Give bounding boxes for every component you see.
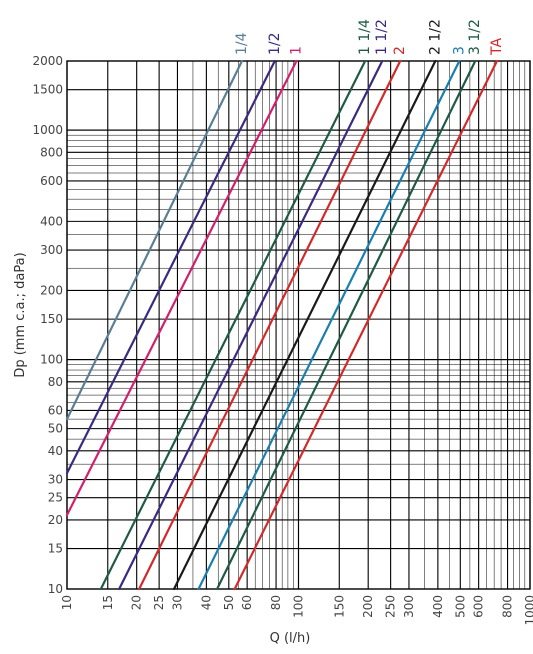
y-tick-label: 15 — [48, 542, 63, 556]
y-tick-label: 400 — [40, 214, 63, 228]
series-labels: 1/4 1/2 1 1 1/4 1 1/2 2 2 1/2 3 3 1/2 TA — [234, 19, 505, 56]
x-tick-label: 800 — [501, 595, 515, 618]
plot-frame — [66, 60, 531, 590]
x-tick-labels: 10 15 20 25 30 40 50 60 80 100 150 200 250 300 400 500 6… — [60, 595, 533, 626]
series-line — [65, 59, 276, 475]
y-tick-label: 60 — [48, 403, 63, 417]
y-tick-label: 20 — [48, 513, 63, 527]
y-tick-label: 800 — [40, 145, 63, 159]
x-tick-label: 100 — [292, 595, 306, 618]
series-label: 2 1/2 — [427, 19, 443, 55]
x-tick-label: 30 — [170, 595, 184, 610]
series-line — [233, 59, 499, 591]
x-tick-label: 10 — [60, 595, 74, 610]
y-axis-label: Dp (mm c.a.; daPa) — [13, 252, 28, 377]
series-label: 2 — [392, 46, 408, 55]
series-label: 3 — [451, 46, 467, 55]
y-tick-label: 600 — [40, 174, 63, 188]
series-line — [118, 59, 384, 591]
series-line — [172, 59, 437, 591]
x-tick-label: 250 — [384, 595, 398, 618]
y-tick-label: 10 — [48, 582, 63, 596]
series-line — [215, 59, 477, 591]
y-tick-label: 80 — [48, 375, 63, 389]
x-tick-label: 1000 — [523, 595, 533, 626]
series-label: 1/2 — [267, 32, 283, 55]
x-tick-label: 400 — [431, 595, 445, 618]
y-tick-label: 300 — [40, 243, 63, 257]
series-line — [65, 59, 244, 421]
y-tick-label: 40 — [48, 444, 63, 458]
x-tick-label: 600 — [472, 595, 486, 618]
x-tick-label: 15 — [101, 595, 115, 610]
y-tick-label: 50 — [48, 422, 63, 436]
series-label: 3 1/2 — [467, 19, 483, 55]
grid-layer — [66, 60, 531, 590]
series-label: 1 1/4 — [357, 19, 373, 55]
x-tick-label: 500 — [453, 595, 467, 618]
series-label: 1/4 — [234, 32, 250, 55]
series-label: 1 — [288, 46, 304, 55]
series-label: TA — [489, 38, 505, 56]
series-layer — [65, 59, 499, 591]
y-tick-label: 30 — [48, 473, 63, 487]
x-tick-label: 200 — [361, 595, 375, 618]
x-tick-label: 50 — [222, 595, 236, 610]
y-tick-label: 200 — [40, 283, 63, 297]
y-tick-label: 2000 — [32, 54, 63, 68]
series-line — [138, 59, 402, 591]
y-tick-label: 150 — [40, 312, 63, 326]
series-line — [197, 59, 461, 591]
y-tick-label: 25 — [48, 491, 63, 505]
x-tick-label: 25 — [152, 595, 166, 610]
x-tick-label: 40 — [199, 595, 213, 610]
y-tick-label: 1500 — [32, 83, 63, 97]
x-tick-label: 80 — [269, 595, 283, 610]
y-tick-label: 100 — [40, 353, 63, 367]
x-tick-label: 60 — [240, 595, 254, 610]
series-line — [65, 59, 298, 517]
x-tick-label: 300 — [402, 595, 416, 618]
x-tick-label: 20 — [130, 595, 144, 610]
x-tick-label: 150 — [332, 595, 346, 618]
series-label: 1 1/2 — [374, 19, 390, 55]
series-line — [99, 59, 367, 591]
y-tick-label: 1000 — [32, 123, 63, 137]
x-axis-label: Q (l/h) — [270, 631, 311, 646]
y-tick-labels: 10 15 20 25 30 40 50 60 80 100 150 200 300 400 600 800 1… — [32, 54, 63, 596]
